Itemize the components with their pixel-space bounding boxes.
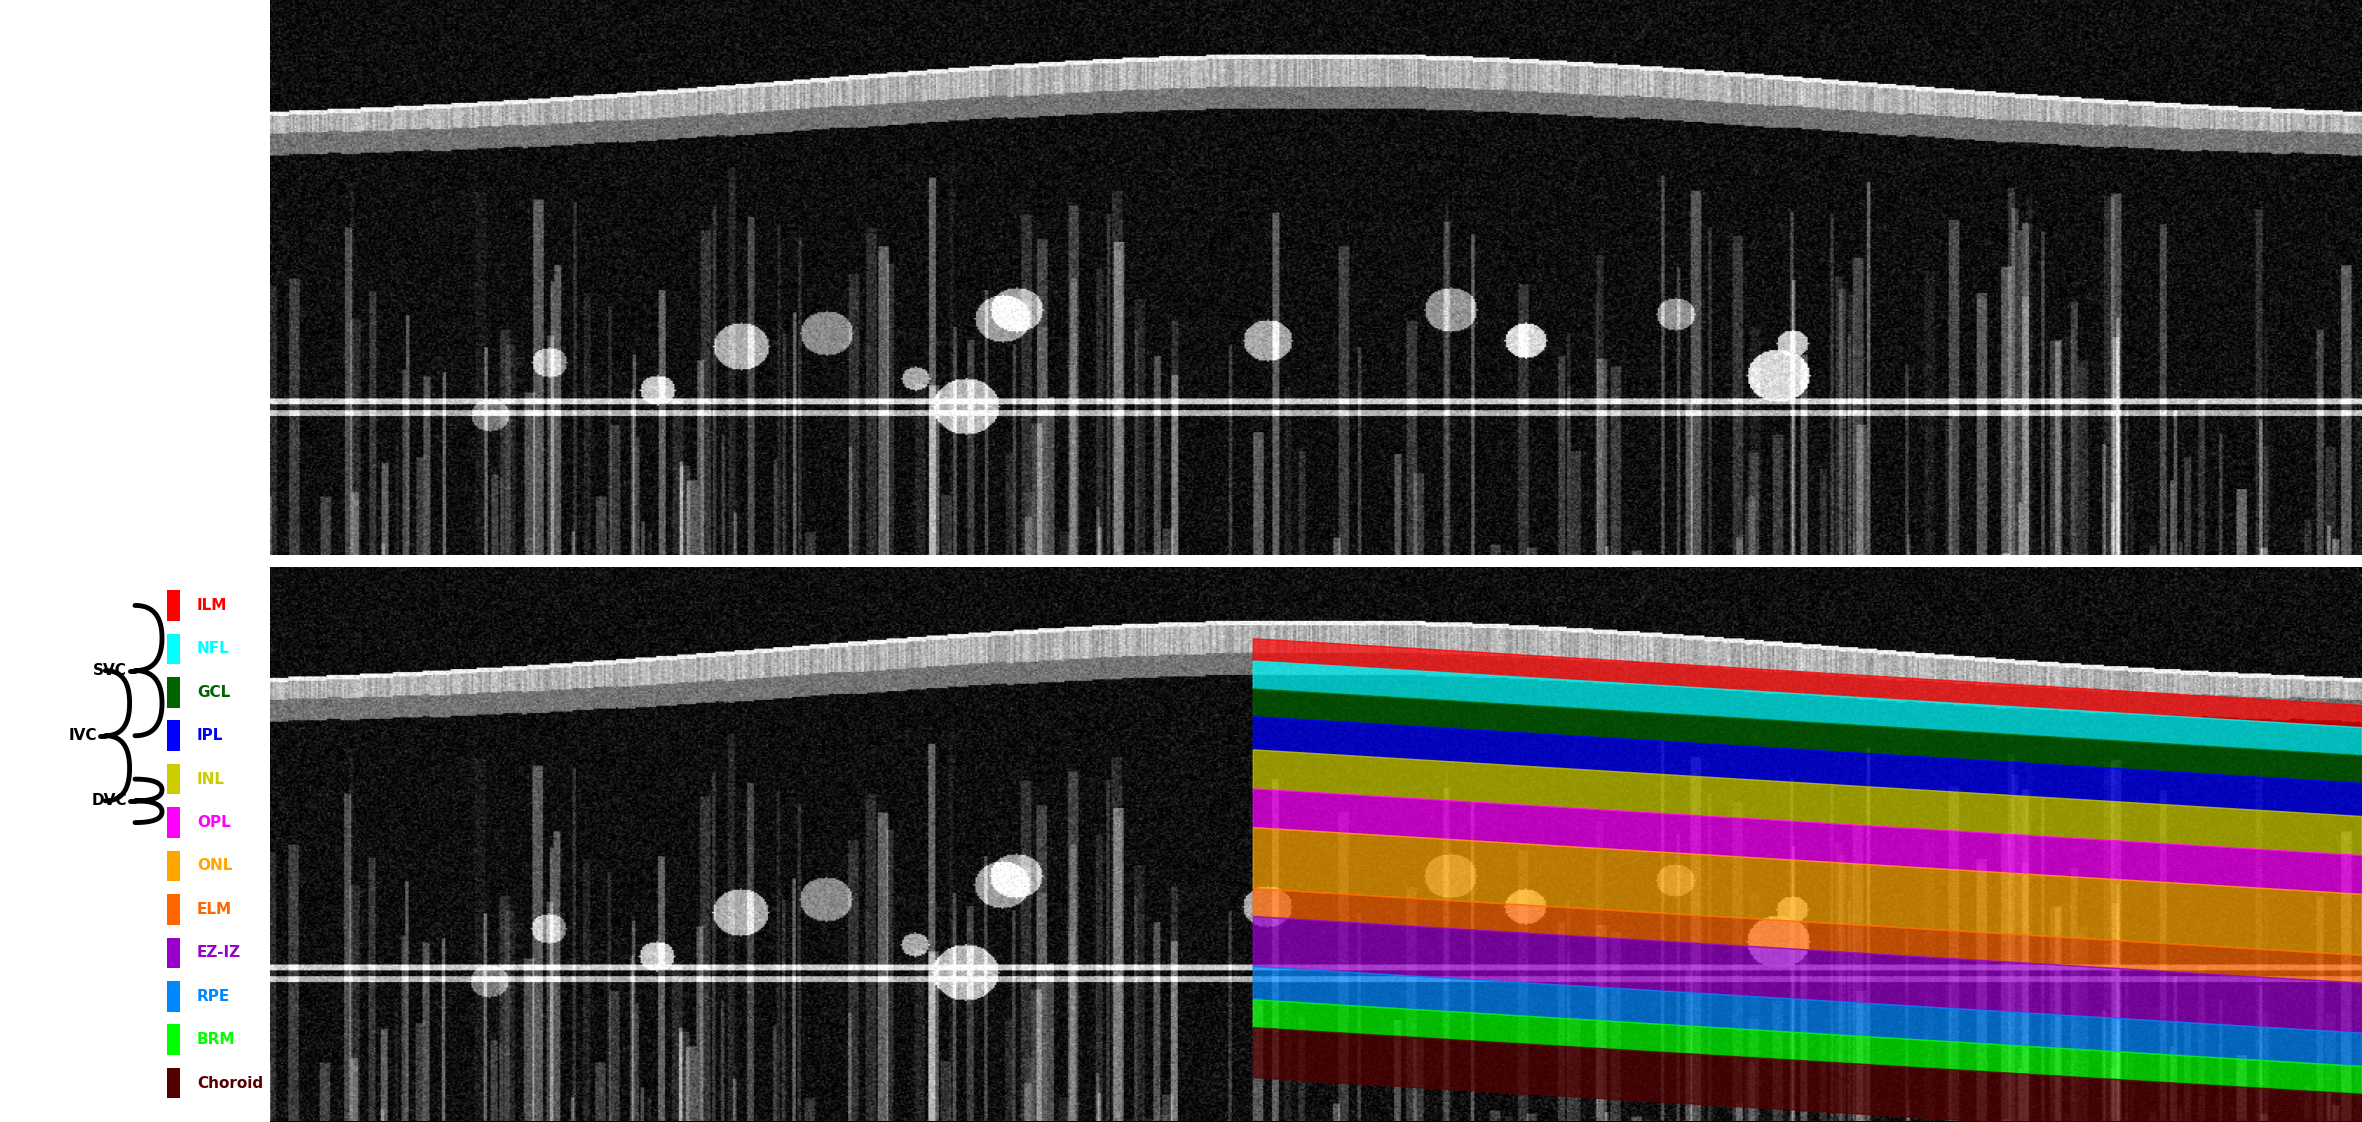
- Polygon shape: [1254, 789, 2362, 894]
- FancyBboxPatch shape: [168, 1024, 180, 1055]
- Text: IVC: IVC: [68, 728, 97, 743]
- FancyBboxPatch shape: [168, 894, 180, 925]
- FancyBboxPatch shape: [168, 808, 180, 838]
- FancyBboxPatch shape: [168, 677, 180, 708]
- Polygon shape: [1254, 638, 2362, 728]
- Polygon shape: [1254, 689, 2362, 783]
- Text: RPE: RPE: [196, 988, 231, 1004]
- Text: ELM: ELM: [196, 902, 231, 917]
- Text: IPL: IPL: [196, 728, 224, 743]
- Polygon shape: [1254, 889, 2362, 983]
- FancyBboxPatch shape: [168, 634, 180, 664]
- Polygon shape: [1254, 661, 2362, 755]
- FancyBboxPatch shape: [168, 938, 180, 968]
- Text: Choroid: Choroid: [196, 1076, 262, 1091]
- FancyBboxPatch shape: [168, 850, 180, 881]
- Text: NFL: NFL: [196, 642, 229, 656]
- Text: GCL: GCL: [196, 684, 231, 700]
- FancyBboxPatch shape: [168, 764, 180, 794]
- Polygon shape: [1254, 1000, 2362, 1094]
- Polygon shape: [1254, 1028, 2362, 1122]
- Polygon shape: [1254, 917, 2362, 1033]
- Text: ONL: ONL: [196, 858, 231, 874]
- Text: DVC: DVC: [92, 793, 128, 808]
- Text: INL: INL: [196, 772, 224, 787]
- Text: OPL: OPL: [196, 815, 231, 830]
- Polygon shape: [1254, 828, 2362, 955]
- Polygon shape: [1254, 966, 2362, 1066]
- Text: BRM: BRM: [196, 1032, 236, 1047]
- FancyBboxPatch shape: [168, 590, 180, 620]
- Text: ILM: ILM: [196, 598, 227, 613]
- Text: SVC: SVC: [92, 663, 128, 678]
- FancyBboxPatch shape: [168, 1068, 180, 1098]
- Text: EZ-IZ: EZ-IZ: [196, 946, 241, 960]
- FancyBboxPatch shape: [168, 720, 180, 751]
- Polygon shape: [1254, 717, 2362, 817]
- FancyBboxPatch shape: [168, 981, 180, 1012]
- Polygon shape: [1254, 749, 2362, 855]
